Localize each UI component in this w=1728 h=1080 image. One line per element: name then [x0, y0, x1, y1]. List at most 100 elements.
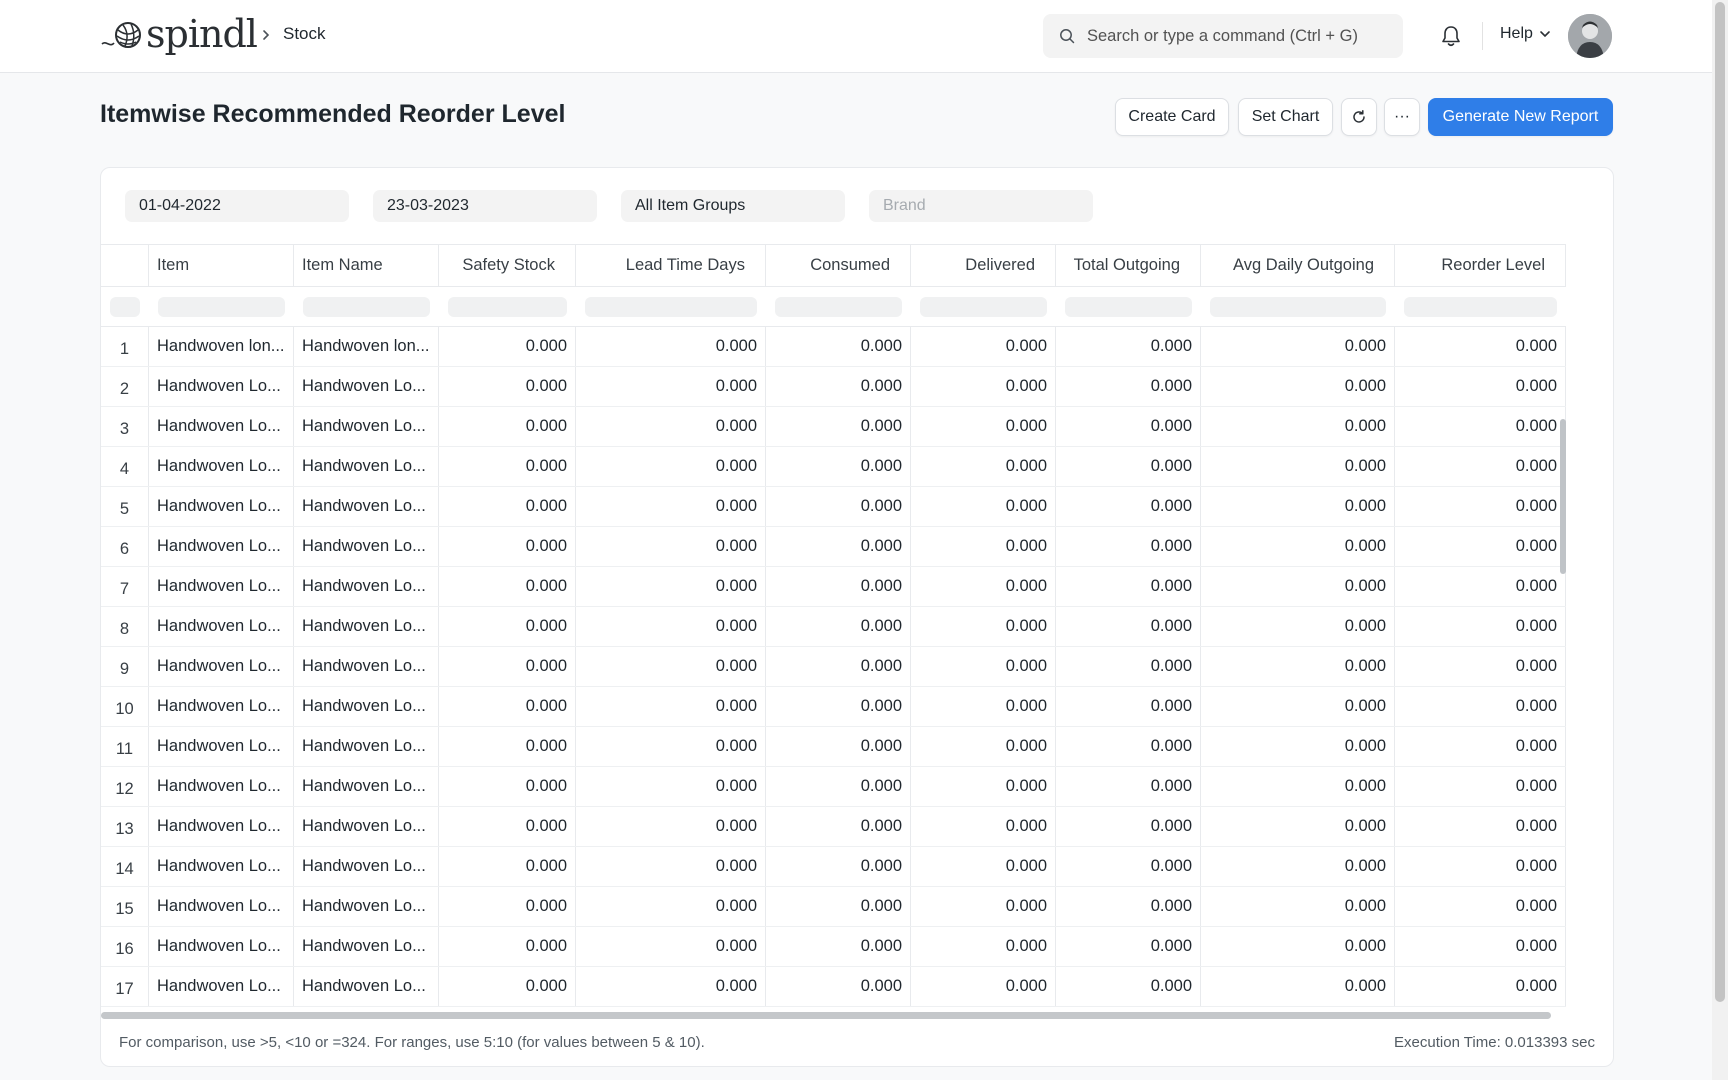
item-name-cell: Handwoven Lo...: [294, 567, 439, 606]
value-cell: 0.000: [439, 447, 576, 486]
column-filter-input[interactable]: [303, 297, 430, 317]
table-row[interactable]: 6 Handwoven Lo... Handwoven Lo... 0.000 0.00…: [101, 527, 1566, 567]
table-row[interactable]: 9 Handwoven Lo... Handwoven Lo... 0.000 0.00…: [101, 647, 1566, 687]
avatar[interactable]: [1568, 14, 1612, 58]
column-header[interactable]: Lead Time Days: [576, 245, 766, 286]
item-name-cell: Handwoven Lo...: [294, 847, 439, 886]
table-row[interactable]: 15 Handwoven Lo... Handwoven Lo... 0.000 0.0…: [101, 887, 1566, 927]
table-row[interactable]: 11 Handwoven Lo... Handwoven Lo... 0.000 0.0…: [101, 727, 1566, 767]
app-logo[interactable]: spindl: [100, 12, 258, 56]
table-row[interactable]: 2 Handwoven Lo... Handwoven Lo... 0.000 0.00…: [101, 367, 1566, 407]
brand-filter[interactable]: Brand: [869, 190, 1093, 222]
column-header[interactable]: Reorder Level: [1395, 245, 1566, 286]
column-header[interactable]: Total Outgoing: [1056, 245, 1201, 286]
value-cell: 0.000: [911, 887, 1056, 926]
item-cell: Handwoven Lo...: [149, 367, 294, 406]
column-header[interactable]: Delivered: [911, 245, 1056, 286]
value-cell: 0.000: [576, 687, 766, 726]
value-cell: 0.000: [1395, 927, 1566, 966]
value-cell: 0.000: [1056, 847, 1201, 886]
to-date-filter[interactable]: 23-03-2023: [373, 190, 597, 222]
table-row[interactable]: 4 Handwoven Lo... Handwoven Lo... 0.000 0.00…: [101, 447, 1566, 487]
column-header[interactable]: Avg Daily Outgoing: [1201, 245, 1395, 286]
set-chart-button[interactable]: Set Chart: [1238, 98, 1333, 136]
table-row[interactable]: 14 Handwoven Lo... Handwoven Lo... 0.000 0.0…: [101, 847, 1566, 887]
value-cell: 0.000: [766, 847, 911, 886]
column-filter-input[interactable]: [1065, 297, 1192, 317]
more-options-button[interactable]: ···: [1384, 98, 1420, 136]
table-row[interactable]: 12 Handwoven Lo... Handwoven Lo... 0.000 0.0…: [101, 767, 1566, 807]
value-cell: 0.000: [439, 567, 576, 606]
column-filter-input[interactable]: [1210, 297, 1386, 317]
row-number: 15: [101, 887, 149, 926]
value-cell: 0.000: [1395, 767, 1566, 806]
value-cell: 0.000: [1201, 527, 1395, 566]
item-cell: Handwoven Lo...: [149, 687, 294, 726]
value-cell: 0.000: [576, 767, 766, 806]
column-filter-input[interactable]: [158, 297, 285, 317]
table-row[interactable]: 17 Handwoven Lo... Handwoven Lo... 0.000 0.0…: [101, 967, 1566, 1007]
item-cell: Handwoven Lo...: [149, 607, 294, 646]
value-cell: 0.000: [439, 927, 576, 966]
column-filter-input[interactable]: [775, 297, 902, 317]
help-dropdown[interactable]: Help: [1500, 25, 1551, 43]
column-header[interactable]: Item: [149, 245, 294, 286]
value-cell: 0.000: [911, 807, 1056, 846]
value-cell: 0.000: [576, 807, 766, 846]
from-date-filter[interactable]: 01-04-2022: [125, 190, 349, 222]
bell-icon[interactable]: [1440, 24, 1462, 48]
row-number: 16: [101, 927, 149, 966]
value-cell: 0.000: [911, 487, 1056, 526]
table-row[interactable]: 1 Handwoven lon... Handwoven lon... 0.000 0.…: [101, 327, 1566, 367]
item-name-cell: Handwoven Lo...: [294, 807, 439, 846]
table-row[interactable]: 8 Handwoven Lo... Handwoven Lo... 0.000 0.00…: [101, 607, 1566, 647]
row-number: 2: [101, 367, 149, 406]
value-cell: 0.000: [1056, 807, 1201, 846]
value-cell: 0.000: [766, 807, 911, 846]
search-bar[interactable]: [1043, 14, 1403, 58]
item-name-cell: Handwoven lon...: [294, 327, 439, 366]
column-filter-input[interactable]: [585, 297, 757, 317]
value-cell: 0.000: [911, 727, 1056, 766]
table-scrollbar-thumb[interactable]: [1560, 419, 1566, 574]
table-row[interactable]: 13 Handwoven Lo... Handwoven Lo... 0.000 0.0…: [101, 807, 1566, 847]
page-scrollbar-thumb[interactable]: [1715, 2, 1725, 1002]
generate-report-button[interactable]: Generate New Report: [1428, 98, 1613, 136]
refresh-button[interactable]: [1341, 98, 1377, 136]
column-filter-input[interactable]: [448, 297, 567, 317]
row-number: 9: [101, 647, 149, 686]
table-row[interactable]: 10 Handwoven Lo... Handwoven Lo... 0.000 0.0…: [101, 687, 1566, 727]
value-cell: 0.000: [1395, 367, 1566, 406]
value-cell: 0.000: [439, 407, 576, 446]
value-cell: 0.000: [766, 407, 911, 446]
table-row[interactable]: 7 Handwoven Lo... Handwoven Lo... 0.000 0.00…: [101, 567, 1566, 607]
value-cell: 0.000: [1201, 367, 1395, 406]
value-cell: 0.000: [1201, 407, 1395, 446]
item-cell: Handwoven Lo...: [149, 567, 294, 606]
column-filter-input[interactable]: [920, 297, 1047, 317]
create-card-button[interactable]: Create Card: [1115, 98, 1229, 136]
value-cell: 0.000: [766, 527, 911, 566]
search-input[interactable]: [1087, 14, 1387, 58]
table-row[interactable]: 16 Handwoven Lo... Handwoven Lo... 0.000 0.0…: [101, 927, 1566, 967]
value-cell: 0.000: [1395, 407, 1566, 446]
value-cell: 0.000: [1201, 807, 1395, 846]
column-filter-input[interactable]: [1404, 297, 1557, 317]
value-cell: 0.000: [766, 687, 911, 726]
table-row[interactable]: 5 Handwoven Lo... Handwoven Lo... 0.000 0.00…: [101, 487, 1566, 527]
navbar: spindl Stock Help: [0, 0, 1712, 73]
table-row[interactable]: 3 Handwoven Lo... Handwoven Lo... 0.000 0.00…: [101, 407, 1566, 447]
item-group-filter[interactable]: All Item Groups: [621, 190, 845, 222]
row-number: 7: [101, 567, 149, 606]
item-cell: Handwoven Lo...: [149, 727, 294, 766]
column-header[interactable]: Item Name: [294, 245, 439, 286]
value-cell: 0.000: [1056, 407, 1201, 446]
value-cell: 0.000: [911, 847, 1056, 886]
column-header[interactable]: Consumed: [766, 245, 911, 286]
value-cell: 0.000: [439, 647, 576, 686]
table-horizontal-scrollbar[interactable]: [101, 1012, 1551, 1019]
column-header[interactable]: Safety Stock: [439, 245, 576, 286]
page-title: Itemwise Recommended Reorder Level: [100, 100, 566, 128]
column-filter-input[interactable]: [110, 297, 140, 317]
breadcrumb-stock[interactable]: Stock: [283, 24, 326, 43]
